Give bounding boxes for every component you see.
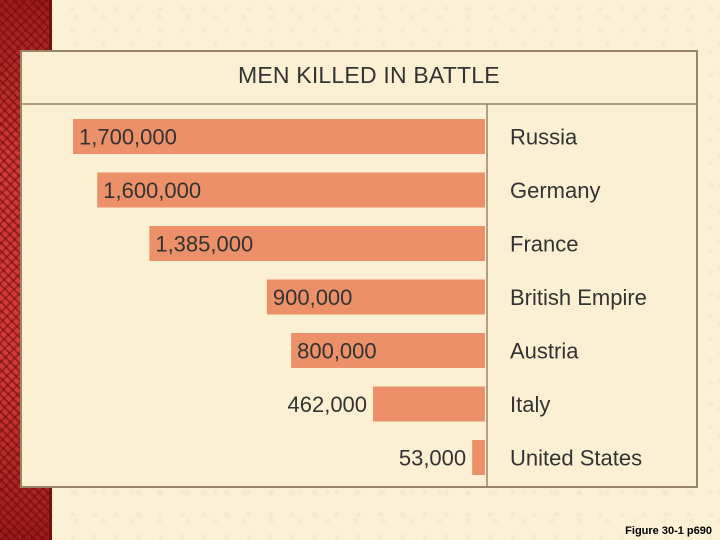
category-label: British Empire [510,285,647,310]
category-label: Russia [510,125,578,150]
bar [373,386,485,422]
bar-value-label: 53,000 [399,446,466,471]
category-label: United States [510,446,642,471]
bar-value-label: 800,000 [297,339,377,364]
bar-value-label: 1,385,000 [155,232,253,257]
bar [266,279,485,315]
bar-value-label: 462,000 [288,392,368,417]
bar-value-label: 900,000 [273,285,353,310]
bar [149,226,485,261]
bar [97,172,485,208]
category-label: Italy [510,392,550,417]
chart-title: MEN KILLED IN BATTLE [238,62,500,88]
category-label: France [510,232,578,257]
bars-layer: 1,700,000 Russia 1,600,000 Germany 1,385,000… [73,119,647,475]
figure-caption: Figure 30-1 p690 [625,525,712,537]
category-label: Austria [510,339,579,364]
bar [73,119,485,154]
bar [291,333,485,368]
bar-value-label: 1,700,000 [79,125,177,150]
bar-value-label: 1,600,000 [103,178,201,203]
category-label: Germany [510,178,600,203]
bar [472,440,485,475]
